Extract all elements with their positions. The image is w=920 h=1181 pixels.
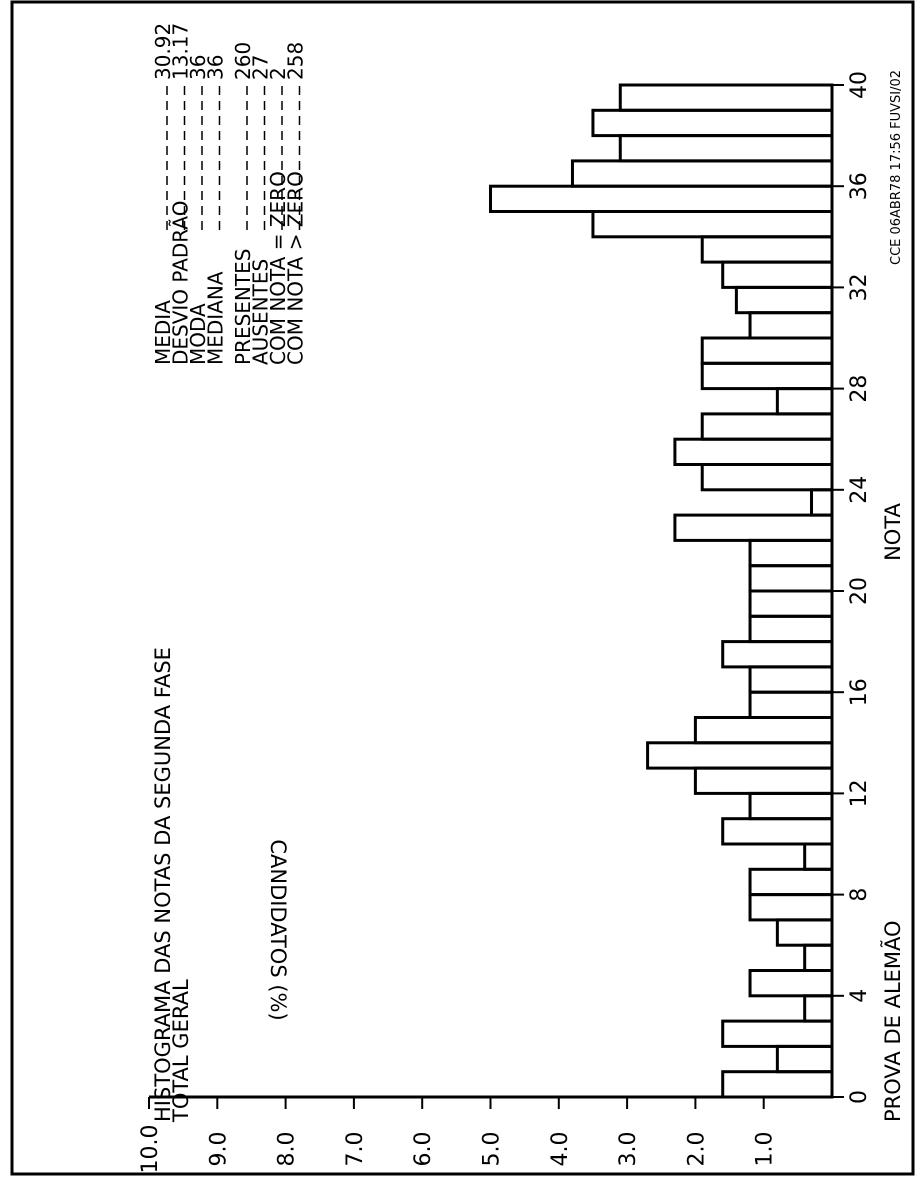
x-tick-label: 28 <box>847 375 872 403</box>
histogram-bar <box>803 842 834 871</box>
x-axis-label: NOTA <box>881 502 905 560</box>
histogram-bar <box>700 235 834 264</box>
histogram-bar <box>748 614 834 644</box>
histogram-bar <box>591 210 834 239</box>
histogram-bar <box>748 969 834 998</box>
histogram-bar <box>700 336 834 365</box>
page-border <box>10 0 915 1176</box>
stat-label: MEDIA <box>151 300 175 365</box>
histogram-bar <box>721 1019 834 1048</box>
histogram-bar <box>673 437 834 467</box>
x-tick-label: 0 <box>847 1090 872 1104</box>
histogram-bar <box>693 766 834 795</box>
histogram-bar <box>810 488 834 517</box>
stat-label: COM NOTA = ZERO <box>266 171 290 365</box>
histogram-bar <box>748 589 834 618</box>
y-tick-label: 6.0 <box>411 1132 436 1167</box>
y-tick-label: 8.0 <box>275 1132 300 1167</box>
histogram-bar <box>673 513 834 542</box>
x-tick-label: 20 <box>847 577 872 605</box>
histogram-bar <box>748 791 834 821</box>
x-tick-label: 12 <box>847 779 872 807</box>
print-stamp: CCE 06ABR78 17:56 FUVSI/02 <box>889 70 904 265</box>
histogram-bar <box>646 741 834 770</box>
stat-row: COM NOTA = ZERO 2 <box>266 67 290 365</box>
stat-row: AUSENTES 27 <box>249 55 273 365</box>
stat-row: MODA 36 <box>186 55 210 365</box>
y-tick-label: 5.0 <box>480 1132 505 1167</box>
y-tick-label: 3.0 <box>616 1132 641 1167</box>
histogram-bar <box>748 311 834 340</box>
stat-value: 30.92 <box>151 23 175 80</box>
stat-row: MEDIA 30.92 <box>151 23 175 365</box>
histogram-bar <box>721 817 834 846</box>
histogram-bar <box>721 1070 834 1099</box>
x-tick-label: 36 <box>847 172 872 200</box>
histogram-bar <box>489 184 834 213</box>
histogram-bar <box>748 564 834 593</box>
histogram-bar <box>700 361 834 391</box>
stat-label: PRESENTES <box>231 249 255 365</box>
x-tick-label: 16 <box>847 678 872 706</box>
histogram-bar <box>570 159 834 188</box>
histogram-bar <box>618 134 834 163</box>
histogram-bar <box>803 943 834 973</box>
x-tick-label: 40 <box>847 71 872 99</box>
stat-label: DESVIO PADRÃO <box>169 201 193 365</box>
y-tick-label: 7.0 <box>343 1132 368 1167</box>
stat-label: MODA <box>186 303 210 365</box>
stat-row: MEDIANA 36 <box>204 55 228 365</box>
histogram-bar <box>700 412 834 441</box>
stat-label: MEDIANA <box>204 271 228 365</box>
y-axis-label: CANDIDATOS (%) <box>266 839 290 1020</box>
stat-value: 36 <box>186 55 210 80</box>
stat-label: COM NOTA > ZERO <box>284 171 308 365</box>
y-tick-label: 10.0 <box>138 1125 163 1174</box>
axes: 0 4 8 12 16 20 24 28 32 36 40 1.0 2.0 3.0 4.0 5.0 6.0 7.0… <box>138 71 872 1173</box>
histogram-bar <box>721 640 834 669</box>
stat-value: 2 <box>266 67 290 80</box>
stat-row: COM NOTA > ZERO 258 <box>284 42 308 365</box>
histogram-bar <box>775 918 834 947</box>
chart-subtitle: TOTAL GERAL <box>169 979 193 1123</box>
y-tick-label: 4.0 <box>548 1132 573 1167</box>
exam-name: PROVA DE ALEMÃO <box>879 920 905 1122</box>
histogram-bar <box>748 665 834 694</box>
histogram-bar <box>775 1044 834 1074</box>
y-tick-label: 2.0 <box>684 1132 709 1167</box>
stat-value: 36 <box>204 55 228 80</box>
histogram-bar <box>591 108 834 138</box>
histogram-bar <box>803 994 834 1023</box>
y-tick-label: 1.0 <box>753 1132 778 1167</box>
histogram-bar <box>748 893 834 922</box>
x-tick-label: 24 <box>847 476 872 504</box>
histogram-bar <box>721 260 834 289</box>
stat-row: DESVIO PADRÃO 13.17 <box>169 23 193 365</box>
histogram-bar <box>748 690 834 720</box>
stat-value: 258 <box>284 42 308 80</box>
chart-title: HISTOGRAMA DAS NOTAS DA SEGUNDA FASE <box>151 647 175 1122</box>
x-tick-label: 8 <box>847 888 872 902</box>
stat-value: 27 <box>249 55 273 80</box>
histogram-bar <box>693 716 834 745</box>
x-tick-label: 4 <box>847 989 872 1003</box>
histogram-bars <box>489 83 834 1099</box>
histogram-bar <box>775 387 834 416</box>
stat-value: 13.17 <box>169 23 193 80</box>
histogram-bar <box>748 867 834 897</box>
x-tick-label: 32 <box>847 273 872 301</box>
stat-row: PRESENTES 260 <box>231 42 255 365</box>
y-tick-label: 9.0 <box>206 1132 231 1167</box>
histogram-bar <box>734 285 834 315</box>
histogram-bar <box>700 463 834 492</box>
stat-label: AUSENTES <box>249 259 273 365</box>
histogram-bar <box>748 538 834 568</box>
histogram-bar <box>618 83 834 112</box>
stat-value: 260 <box>231 42 255 80</box>
